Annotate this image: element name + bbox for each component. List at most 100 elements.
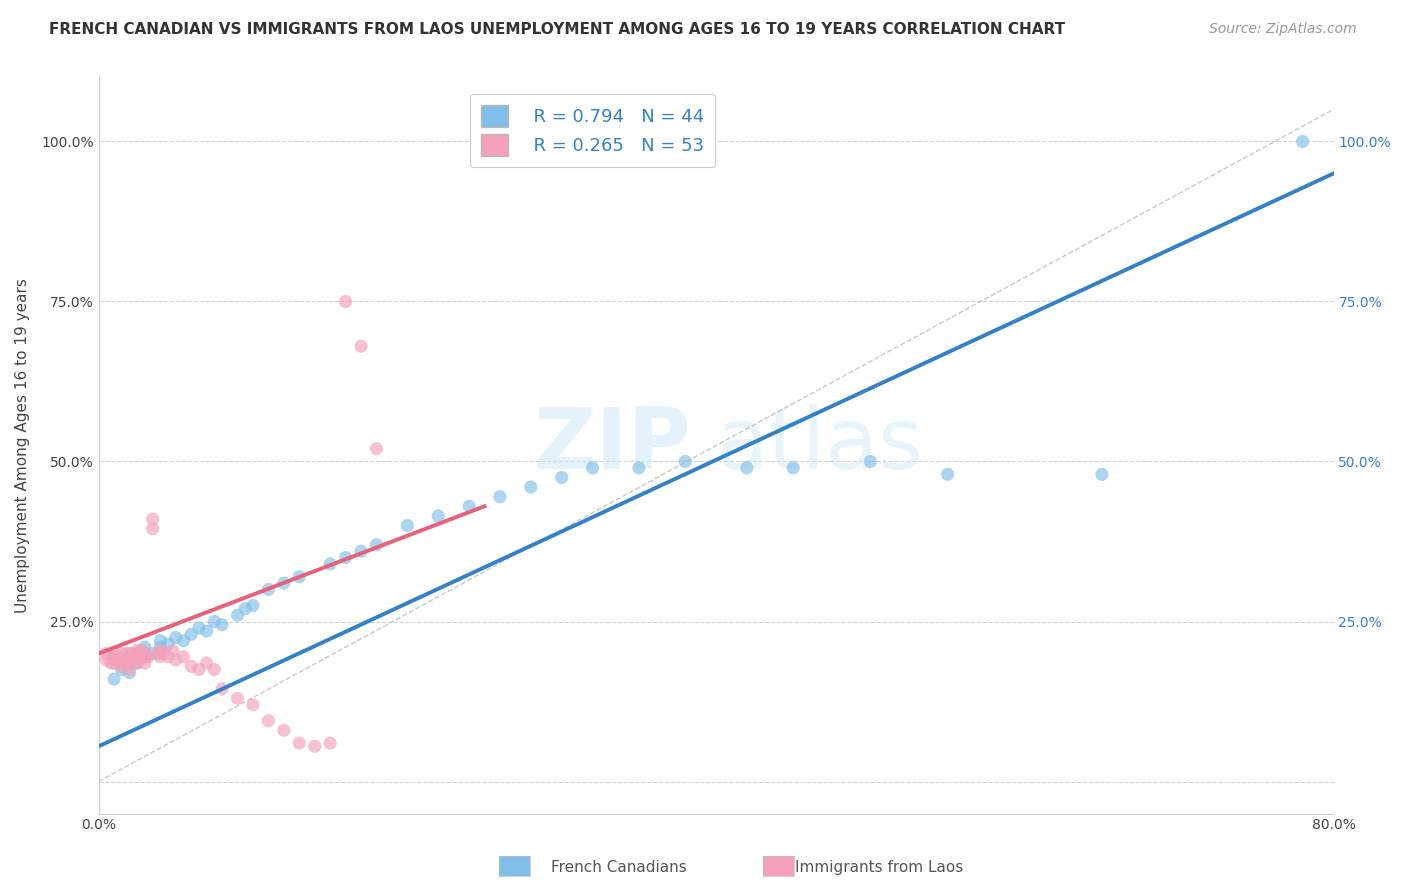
Point [211, 617, 233, 632]
Point [627, 461, 650, 475]
Point [134, 656, 156, 670]
Point [257, 714, 280, 728]
Point [118, 647, 141, 661]
Point [134, 647, 156, 661]
Point [180, 659, 202, 673]
Point [118, 653, 141, 667]
Point [242, 698, 264, 712]
Point [111, 659, 134, 673]
Point [195, 624, 218, 639]
Point [115, 653, 138, 667]
Point [157, 649, 180, 664]
Point [127, 656, 149, 670]
Point [127, 647, 149, 661]
Point [127, 647, 149, 661]
Point [100, 656, 122, 670]
Point [187, 621, 209, 635]
Point [288, 736, 311, 750]
Point [335, 294, 357, 309]
Point [134, 640, 156, 654]
Point [165, 653, 187, 667]
Point [115, 647, 138, 661]
Point [202, 615, 225, 629]
Point [1091, 467, 1114, 482]
Text: Source: ZipAtlas.com: Source: ZipAtlas.com [1209, 22, 1357, 37]
Point [118, 656, 141, 670]
Point [242, 599, 264, 613]
Point [936, 467, 959, 482]
Point [257, 582, 280, 597]
Point [96, 647, 118, 661]
Text: Immigrants from Laos: Immigrants from Laos [794, 861, 963, 875]
Point [173, 633, 195, 648]
Point [187, 663, 209, 677]
Point [131, 649, 153, 664]
Y-axis label: Unemployment Among Ages 16 to 19 years: Unemployment Among Ages 16 to 19 years [15, 278, 30, 613]
Point [226, 691, 249, 706]
Point [103, 656, 125, 670]
Point [136, 649, 159, 664]
Point [127, 643, 149, 657]
Text: ZIP: ZIP [534, 404, 692, 487]
Point [118, 665, 141, 680]
Point [273, 723, 295, 738]
Point [118, 663, 141, 677]
Point [350, 544, 373, 558]
Point [366, 442, 388, 456]
Point [134, 649, 156, 664]
Point [202, 663, 225, 677]
Point [157, 637, 180, 651]
Point [121, 653, 143, 667]
Point [149, 643, 172, 657]
Point [581, 461, 603, 475]
Point [427, 508, 450, 523]
Point [319, 557, 342, 571]
Point [127, 656, 149, 670]
Point [165, 631, 187, 645]
Point [180, 627, 202, 641]
Point [195, 656, 218, 670]
Point [489, 490, 512, 504]
Point [273, 576, 295, 591]
Point [162, 643, 184, 657]
Point [226, 608, 249, 623]
Point [233, 601, 256, 615]
Point [550, 470, 572, 484]
Point [396, 518, 419, 533]
Point [142, 647, 165, 661]
Point [173, 649, 195, 664]
Text: atlas: atlas [716, 404, 924, 487]
Point [304, 739, 326, 754]
Point [134, 649, 156, 664]
Point [103, 647, 125, 661]
Point [142, 512, 165, 526]
Text: FRENCH CANADIAN VS IMMIGRANTS FROM LAOS UNEMPLOYMENT AMONG AGES 16 TO 19 YEARS C: FRENCH CANADIAN VS IMMIGRANTS FROM LAOS … [49, 22, 1066, 37]
Point [735, 461, 758, 475]
Point [103, 672, 125, 686]
Legend:   R = 0.794   N = 44,   R = 0.265   N = 53: R = 0.794 N = 44, R = 0.265 N = 53 [470, 94, 716, 167]
Point [782, 461, 804, 475]
Point [142, 522, 165, 536]
Point [105, 649, 128, 664]
Point [111, 663, 134, 677]
Point [319, 736, 342, 750]
Point [103, 649, 125, 664]
Point [111, 656, 134, 670]
Point [96, 653, 118, 667]
Point [1291, 135, 1313, 149]
Point [121, 647, 143, 661]
Point [458, 500, 481, 514]
Point [366, 538, 388, 552]
Point [211, 681, 233, 696]
Text: French Canadians: French Canadians [551, 861, 686, 875]
Point [118, 649, 141, 664]
Point [350, 339, 373, 353]
Point [152, 647, 174, 661]
Point [146, 647, 169, 661]
Point [149, 640, 172, 654]
Point [288, 570, 311, 584]
Point [859, 454, 882, 468]
Point [105, 653, 128, 667]
Point [131, 643, 153, 657]
Point [673, 454, 696, 468]
